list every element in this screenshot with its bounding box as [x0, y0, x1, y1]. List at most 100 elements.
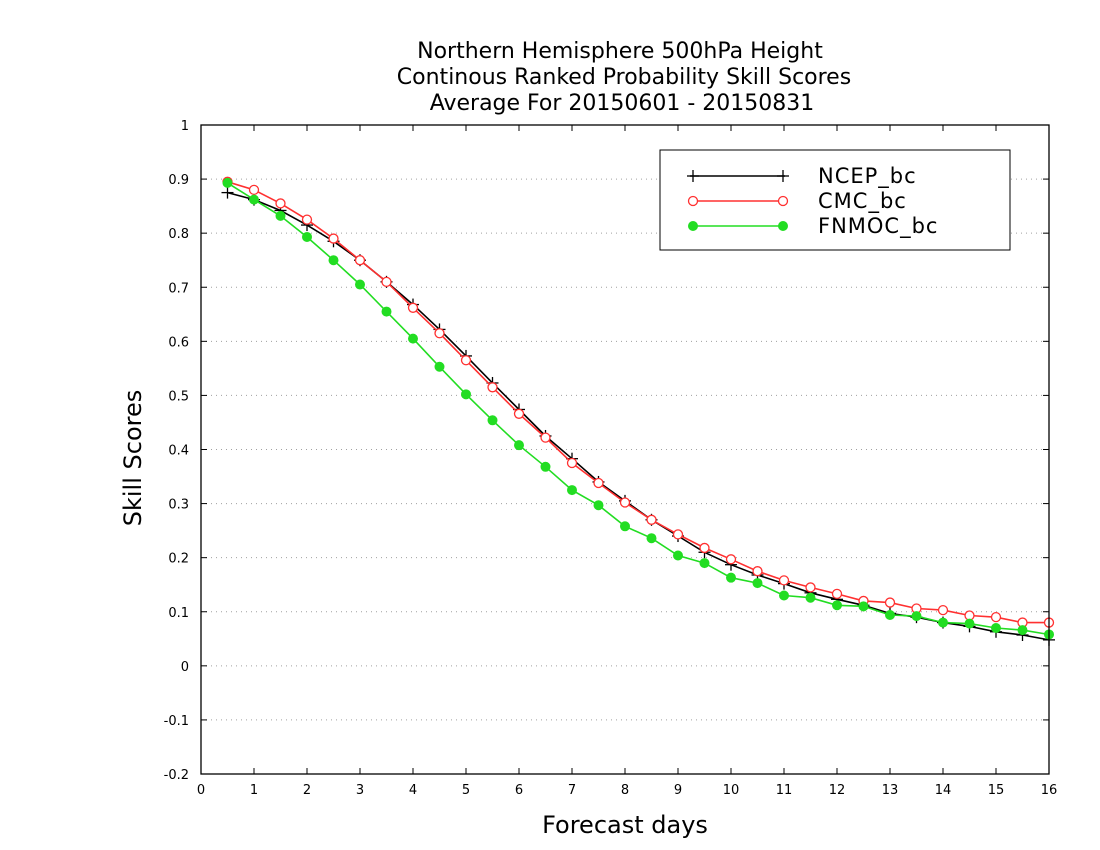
x-tick-label: 10 [723, 783, 740, 798]
y-tick-label: 0.2 [168, 552, 189, 567]
y-tick-label: 0.5 [168, 389, 189, 404]
series-cmc-bc [222, 176, 1055, 628]
data-point-cmc-bc [805, 582, 816, 593]
data-point-fnmoc-bc [302, 231, 312, 242]
data-point-fnmoc-bc [355, 279, 365, 290]
data-point-fnmoc-bc [593, 500, 604, 511]
x-tick-label: 14 [935, 783, 952, 798]
x-tick-label: 9 [674, 783, 682, 798]
legend-marker-fnmoc-bc [778, 221, 788, 231]
legend-label-fnmoc-bc: FNMOC_bc [818, 214, 938, 239]
data-point-fnmoc-bc [991, 622, 1001, 633]
legend-entry-ncep-bc: NCEP_bc [687, 164, 917, 189]
data-point-fnmoc-bc [726, 572, 736, 583]
x-axis-label: Forecast days [542, 811, 708, 839]
data-point-cmc-bc [937, 604, 949, 616]
data-point-cmc-bc [990, 612, 1002, 623]
y-tick-label: 1 [181, 119, 189, 134]
data-point-fnmoc-bc [620, 521, 630, 532]
data-point-cmc-bc [487, 382, 498, 393]
y-tick-label: 0.6 [168, 335, 189, 350]
x-tick-label: 7 [568, 783, 576, 798]
data-point-cmc-bc [831, 588, 843, 600]
data-point-ncep-bc [221, 186, 234, 199]
data-point-cmc-bc [672, 529, 684, 540]
data-point-fnmoc-bc [487, 415, 498, 426]
y-tick-label: 0.3 [168, 498, 189, 513]
data-point-fnmoc-bc [964, 618, 975, 629]
data-point-cmc-bc [248, 184, 260, 196]
legend-entry-cmc-bc: CMC_bc [687, 189, 907, 214]
data-point-cmc-bc [884, 597, 896, 608]
data-point-fnmoc-bc [673, 550, 683, 561]
x-tick-label: 4 [409, 783, 417, 798]
data-point-fnmoc-bc [540, 461, 551, 472]
data-point-fnmoc-bc [752, 578, 763, 589]
data-point-fnmoc-bc [858, 601, 869, 612]
data-point-cmc-bc [354, 255, 366, 266]
data-point-fnmoc-bc [514, 440, 524, 451]
data-point-fnmoc-bc [1017, 625, 1028, 636]
x-tick-label: 6 [515, 783, 523, 798]
legend-entry-fnmoc-bc: FNMOC_bc [688, 214, 938, 239]
y-tick-label: 0 [181, 660, 189, 675]
data-point-fnmoc-bc [434, 361, 445, 372]
data-point-fnmoc-bc [885, 609, 895, 620]
data-point-fnmoc-bc [567, 485, 577, 496]
x-tick-label: 8 [621, 783, 629, 798]
data-point-fnmoc-bc [699, 558, 710, 569]
x-tick-label: 12 [829, 783, 846, 798]
data-point-fnmoc-bc [381, 306, 392, 317]
data-point-cmc-bc [275, 198, 286, 209]
data-point-cmc-bc [407, 302, 419, 313]
data-point-cmc-bc [646, 514, 657, 525]
data-point-fnmoc-bc [779, 590, 789, 601]
data-point-cmc-bc [566, 457, 578, 469]
data-point-fnmoc-bc [249, 194, 259, 205]
x-tick-label: 15 [988, 783, 1005, 798]
axis-ticks: 0 1 2 3 4 5 6 7 8 9 10 11 12 13 14 15 16-0.2-0.100.10.20… [164, 119, 1058, 798]
data-point-fnmoc-bc [408, 333, 418, 344]
data-point-fnmoc-bc [938, 617, 948, 628]
data-point-fnmoc-bc [461, 389, 471, 400]
chart-title-line-3: Average For 20150601 - 20150831 [430, 91, 815, 116]
data-point-cmc-bc [460, 355, 472, 366]
x-tick-label: 5 [462, 783, 470, 798]
y-tick-label: 0.4 [168, 444, 189, 459]
data-point-cmc-bc [778, 575, 790, 586]
series-layer [221, 176, 1055, 646]
y-tick-label: 0.8 [168, 227, 189, 242]
x-tick-label: 0 [197, 783, 205, 798]
data-point-cmc-bc [619, 497, 631, 508]
y-tick-label: 0.1 [168, 606, 189, 621]
data-point-fnmoc-bc [646, 533, 657, 544]
data-point-fnmoc-bc [911, 611, 922, 622]
data-point-cmc-bc [752, 566, 763, 577]
series-ncep-bc [221, 186, 1055, 646]
chart-title-line-1: Northern Hemisphere 500hPa Height [417, 39, 823, 64]
data-point-fnmoc-bc [328, 255, 339, 266]
y-axis-label: Skill Scores [119, 390, 147, 527]
series-line-fnmoc-bc [227, 182, 1050, 636]
data-point-cmc-bc [725, 554, 737, 565]
data-point-cmc-bc [699, 542, 710, 554]
data-point-cmc-bc [513, 408, 525, 419]
x-tick-label: 3 [356, 783, 364, 798]
x-tick-label: 16 [1041, 783, 1058, 798]
x-tick-label: 1 [250, 783, 258, 798]
data-point-fnmoc-bc [222, 177, 233, 188]
legend-label-ncep-bc: NCEP_bc [818, 164, 917, 189]
data-point-cmc-bc [540, 432, 551, 443]
legend-marker-fnmoc-bc [688, 221, 698, 231]
x-tick-label: 2 [303, 783, 311, 798]
x-tick-label: 11 [776, 783, 793, 798]
y-tick-label: 0.7 [168, 281, 189, 296]
data-point-fnmoc-bc [275, 210, 286, 221]
legend-label-cmc-bc: CMC_bc [818, 189, 907, 214]
legend-marker-cmc-bc [687, 195, 699, 207]
data-point-cmc-bc [381, 276, 392, 287]
x-tick-label: 13 [882, 783, 899, 798]
grid-lines [201, 178, 1049, 721]
